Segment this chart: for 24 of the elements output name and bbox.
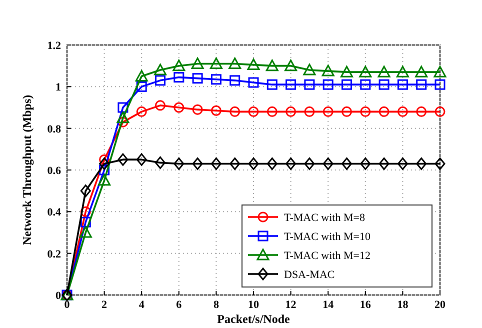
x-tick-label: 20 [434, 299, 446, 311]
x-tick-label: 18 [397, 299, 409, 311]
x-tick-label: 2 [102, 299, 108, 311]
y-tick-label: 1.2 [47, 40, 62, 52]
x-tick-label: 4 [138, 299, 145, 311]
legend-label: T-MAC with M=12 [284, 250, 370, 262]
y-tick-label: 1 [56, 82, 61, 94]
y-tick-label: 0.4 [47, 206, 62, 219]
y-tick-label: 0.8 [47, 123, 62, 136]
legend-label: DSA-MAC [284, 269, 335, 281]
x-tick-label: 12 [285, 299, 297, 311]
x-axis-title: Packet/s/Node [217, 312, 290, 326]
x-tick-label: 0 [64, 299, 70, 311]
y-tick-label: 0.6 [47, 165, 62, 177]
legend-label: T-MAC with M=8 [284, 212, 366, 224]
x-tick-label: 10 [248, 299, 260, 311]
y-tick-label: 0 [56, 290, 62, 302]
y-tick-label: 0.2 [47, 248, 62, 260]
y-axis-title: Network Throughput (Mbps) [20, 94, 34, 246]
x-tick-label: 14 [322, 299, 334, 311]
legend-label: T-MAC with M=10 [284, 231, 371, 243]
x-tick-label: 6 [176, 299, 182, 311]
x-tick-label: 8 [213, 299, 220, 311]
x-tick-label: 16 [360, 299, 372, 311]
